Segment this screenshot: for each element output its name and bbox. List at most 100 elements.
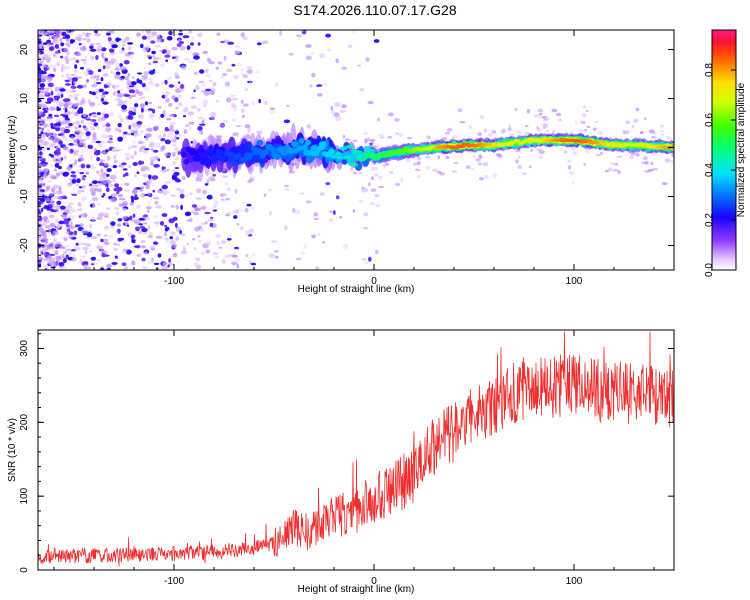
spectrogram-cell xyxy=(166,36,173,41)
snr-ytick-label: 100 xyxy=(19,487,30,504)
spectrogram-cell xyxy=(172,144,177,147)
spectrogram-cell xyxy=(188,125,192,130)
spectrogram-cell xyxy=(176,137,180,140)
spectrogram-cell xyxy=(66,42,72,48)
spectrogram-cell xyxy=(303,244,307,249)
spectrogram-cell xyxy=(82,84,87,88)
spectrogram-cell xyxy=(79,46,87,52)
spectrogram-cell xyxy=(290,141,299,147)
spectrogram-cell xyxy=(148,260,155,265)
spectrogram-cell xyxy=(516,131,523,134)
spectrogram-cell xyxy=(113,242,117,246)
spectrogram-cell xyxy=(63,250,68,254)
spectrogram-cell xyxy=(179,193,185,199)
spectrogram-cell xyxy=(352,209,356,213)
spectrogram-cell xyxy=(134,150,137,156)
spectrogram-cell xyxy=(58,262,65,267)
spectrogram-cell xyxy=(97,188,102,193)
spectrogram-cell xyxy=(49,163,54,167)
spectrogram-cell xyxy=(342,134,346,139)
spectrogram-cell xyxy=(122,168,128,171)
spectrogram-cell xyxy=(39,44,43,49)
spectrogram-cell xyxy=(124,153,131,156)
spectrogram-cell xyxy=(542,116,547,118)
snr-frame xyxy=(37,329,675,571)
spectrogram-cell xyxy=(101,94,106,99)
spectrogram-cell xyxy=(76,208,83,211)
spectrogram-cell xyxy=(121,134,127,139)
spectrogram-cell xyxy=(123,173,126,178)
spectrogram-cell xyxy=(38,128,42,132)
spectrogram-cell xyxy=(214,255,219,259)
spectrogram-cell xyxy=(140,43,144,49)
spectrogram-cell xyxy=(59,37,63,43)
spectrogram-cell xyxy=(241,114,245,118)
spectrogram-cell xyxy=(167,134,173,139)
spectrogram-cell xyxy=(190,105,197,109)
spectrogram-cell xyxy=(156,267,159,270)
spectrogram-cell xyxy=(164,139,171,145)
spectrogram-cell xyxy=(38,238,41,242)
spectrogram-cell xyxy=(38,172,41,176)
spectrogram-cell xyxy=(88,145,94,149)
colorbar-tick-label: 0.8 xyxy=(704,63,715,77)
spectrogram-cell xyxy=(95,82,102,85)
spectrogram-cell xyxy=(186,219,191,222)
spectrogram-cell xyxy=(38,191,44,195)
spectrogram-cell xyxy=(91,236,98,239)
spectrogram-cell xyxy=(247,152,254,159)
spectrogram-cell xyxy=(197,108,201,112)
spectrogram-cell xyxy=(641,161,647,164)
spectrogram-cell xyxy=(127,115,131,120)
spectrogram-cell xyxy=(52,67,57,73)
spectrogram-cell xyxy=(213,200,219,205)
spectrogram-cell xyxy=(107,135,113,138)
spectrogram-cell xyxy=(568,165,571,170)
spectrogram-cell xyxy=(341,66,348,70)
spectrogram-cell xyxy=(62,220,70,225)
spectrogram-cell xyxy=(148,81,155,86)
spectrogram-cell xyxy=(538,112,543,116)
spectrogram-cell xyxy=(81,196,88,200)
spectrogram-cell xyxy=(160,63,166,67)
spectrogram-cell xyxy=(517,165,522,169)
spectrogram-cell xyxy=(50,83,55,86)
spectrogram-cell xyxy=(116,223,122,227)
spectrogram-cell xyxy=(150,40,156,44)
spectrogram-cell xyxy=(432,168,438,172)
spectrogram-cell xyxy=(595,154,602,157)
spectrogram-cell xyxy=(144,133,152,138)
spectrogram-cell xyxy=(134,194,138,197)
spectrogram-cell xyxy=(46,39,52,43)
spectrogram-cell xyxy=(622,130,626,135)
spectrogram-cell xyxy=(233,108,237,112)
spectrogram-cell xyxy=(86,232,93,238)
spectrogram-cell xyxy=(170,194,176,197)
spectrogram-cell xyxy=(136,171,140,175)
spectrogram-cell xyxy=(111,262,118,265)
spectrogram-cell xyxy=(110,221,116,227)
spectrogram-cell xyxy=(38,197,41,201)
spectrogram-cell xyxy=(190,42,194,46)
spectrogram-cell xyxy=(140,193,146,198)
spectrogram-cell xyxy=(41,258,45,264)
spectrogram-cell xyxy=(96,112,101,116)
spectrogram-cell xyxy=(52,142,56,146)
spectrogram-cell xyxy=(102,101,109,105)
spectrogram-cell xyxy=(194,154,202,161)
spectrogram-cell xyxy=(169,240,176,245)
spectrogram-cell xyxy=(114,74,121,80)
spectrogram-cell xyxy=(135,226,140,232)
spectrogram-cell xyxy=(642,156,649,161)
spectrogram-cell xyxy=(325,33,331,38)
spectrogram-cell xyxy=(71,107,75,110)
spectrogram-cell xyxy=(453,161,459,165)
spectrogram-cell xyxy=(54,86,60,92)
spectrogram-cell xyxy=(148,62,152,66)
spectrogram-cell xyxy=(305,139,312,146)
spectrogram-cell xyxy=(89,223,92,229)
spectrogram-cell xyxy=(120,88,124,92)
spectrogram-cell xyxy=(114,183,119,188)
spectrogram-cell xyxy=(585,109,589,112)
spectrogram-cell xyxy=(39,83,46,88)
